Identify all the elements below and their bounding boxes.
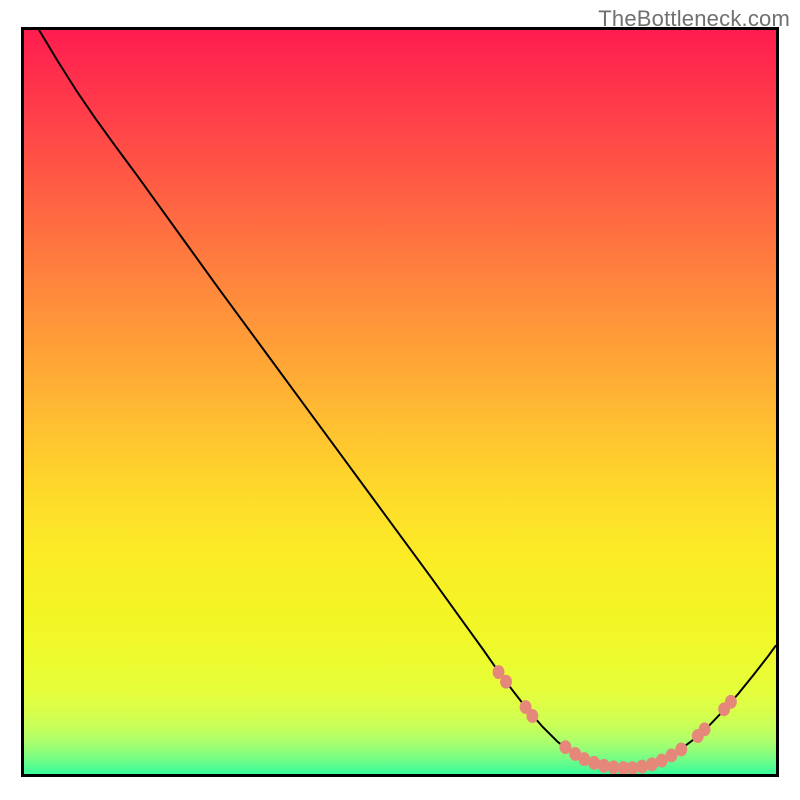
curve-marker [675, 743, 687, 757]
bottleneck-curve [39, 30, 776, 768]
chart-container: TheBottleneck.com [0, 0, 800, 800]
curve-markers [493, 665, 737, 774]
curve-marker [500, 675, 512, 689]
curve-marker [699, 722, 711, 736]
curve-marker [725, 695, 737, 709]
curve-marker [526, 709, 538, 723]
chart-curve-layer [24, 30, 776, 774]
plot-area [21, 27, 779, 777]
